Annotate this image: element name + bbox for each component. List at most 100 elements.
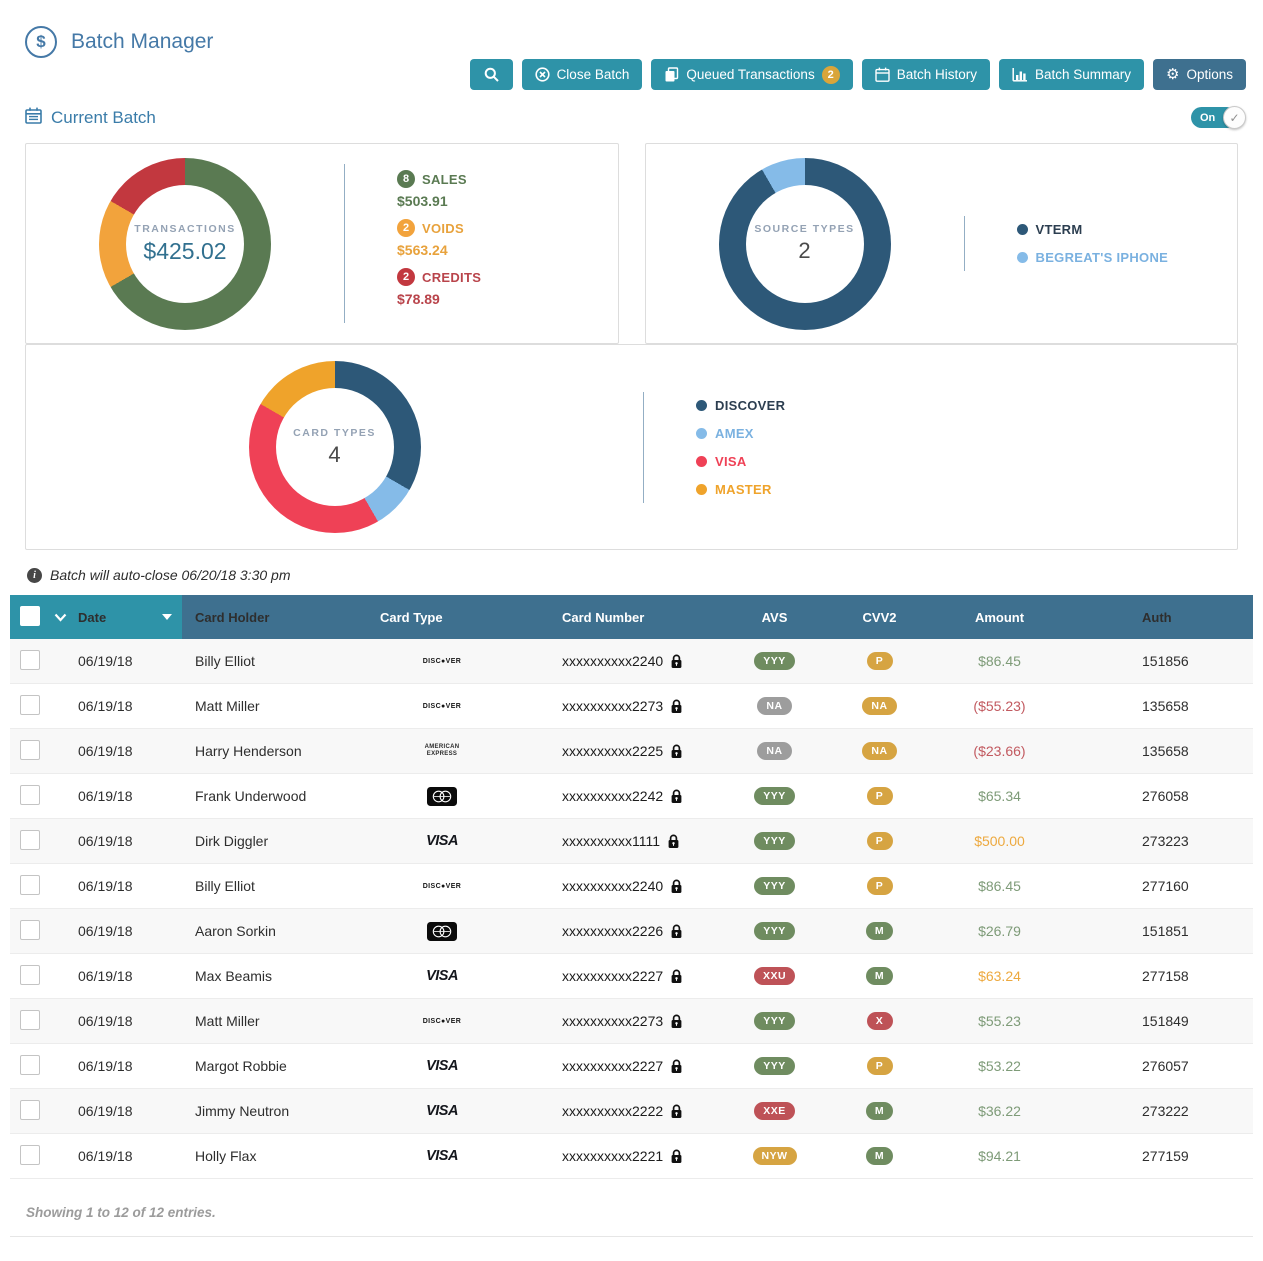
row-select-cell	[10, 964, 54, 988]
table-row: 06/19/18 Frank Underwood xxxxxxxxxx2242 YYY…	[10, 774, 1253, 819]
row-checkbox[interactable]	[20, 919, 40, 940]
row-avs-cell: NYW	[722, 1147, 827, 1165]
legend-item: VTERM	[1016, 222, 1169, 237]
cvv2-badge: NA	[862, 697, 897, 715]
legend-label: AMEX	[715, 425, 754, 441]
row-card-holder: Aaron Sorkin	[195, 923, 276, 939]
column-header-avs[interactable]: AVS	[761, 609, 788, 625]
card-types-donut-center: CARD TYPES 4	[275, 388, 394, 506]
row-checkbox[interactable]	[20, 694, 40, 715]
legend-item: BEGREAT'S IPHONE	[1016, 250, 1169, 265]
legend-label: CREDITS	[422, 269, 482, 285]
row-card-number: xxxxxxxxxx2240	[562, 653, 664, 669]
column-header-cvv2[interactable]: CVV2	[862, 609, 897, 625]
search-button[interactable]	[469, 59, 513, 90]
table-body: 06/19/18 Billy Elliot DISC●VER xxxxxxxxxx22…	[10, 639, 1253, 1179]
lock-icon	[671, 969, 682, 983]
row-select-cell	[10, 829, 54, 853]
row-checkbox[interactable]	[20, 1144, 40, 1165]
table-row: 06/19/18 Billy Elliot DISC●VER xxxxxxxxxx22…	[10, 864, 1253, 909]
row-date: 06/19/18	[78, 1148, 133, 1164]
options-button[interactable]: ⚙ Options	[1153, 59, 1246, 90]
legend-label: SALES	[422, 171, 467, 187]
legend-count-badge: 8	[397, 170, 415, 188]
source-types-center-value: 2	[798, 238, 811, 263]
lock-icon	[671, 924, 682, 938]
row-cvv2-cell: M	[827, 1147, 932, 1165]
row-amount: $36.22	[978, 1103, 1021, 1119]
batch-toggle[interactable]: On ✓	[1191, 106, 1246, 129]
batch-summary-button[interactable]: Batch Summary	[998, 59, 1145, 90]
column-header-card-number[interactable]: Card Number	[562, 609, 645, 625]
queued-transactions-label: Queued Transactions	[686, 67, 815, 82]
row-card-number-cell: xxxxxxxxxx2273	[517, 1013, 722, 1029]
row-auth: 277160	[1142, 878, 1189, 894]
row-amount: $94.21	[978, 1148, 1021, 1164]
row-checkbox[interactable]	[20, 964, 40, 985]
row-checkbox[interactable]	[20, 1054, 40, 1075]
row-card-type: VISA	[367, 968, 517, 984]
avs-badge: XXU	[753, 967, 796, 985]
source-types-donut-chart: SOURCE TYPES 2	[718, 157, 891, 330]
avs-badge: NA	[757, 697, 792, 715]
row-checkbox[interactable]	[20, 874, 40, 895]
row-card-number-cell: xxxxxxxxxx2273	[517, 698, 722, 714]
row-select-cell	[10, 1009, 54, 1033]
close-batch-button[interactable]: Close Batch	[521, 59, 643, 90]
batch-history-button[interactable]: Batch History	[861, 59, 990, 90]
source-types-center-label: SOURCE TYPES	[754, 223, 855, 235]
row-date: 06/19/18	[78, 923, 133, 939]
visa-logo: VISA	[426, 968, 458, 984]
entries-summary: Showing 1 to 12 of 12 entries.	[10, 1199, 1253, 1237]
lock-icon	[671, 1014, 682, 1028]
toggle-knob-check-icon: ✓	[1223, 106, 1246, 129]
row-checkbox[interactable]	[20, 784, 40, 805]
column-header-amount[interactable]: Amount	[974, 609, 1025, 625]
legend-entry: 8 SALES	[397, 170, 481, 188]
row-amount: $53.22	[978, 1058, 1021, 1074]
column-header-card-type[interactable]: Card Type	[380, 609, 443, 625]
row-card-number-cell: xxxxxxxxxx2225	[517, 743, 722, 759]
row-card-number-cell: xxxxxxxxxx2227	[517, 1058, 722, 1074]
row-date: 06/19/18	[78, 1013, 133, 1029]
row-checkbox[interactable]	[20, 739, 40, 760]
column-header-date[interactable]: Date	[78, 610, 182, 625]
visa-logo: VISA	[426, 1148, 458, 1164]
column-header-auth[interactable]: Auth	[1142, 609, 1172, 625]
legend-item: DISCOVER	[696, 398, 785, 413]
row-card-holder: Frank Underwood	[195, 788, 307, 804]
row-checkbox[interactable]	[20, 829, 40, 850]
row-avs-cell: YYY	[722, 652, 827, 670]
chevron-down-icon[interactable]	[54, 610, 78, 625]
row-card-type: DISC●VER	[367, 1018, 517, 1025]
row-checkbox[interactable]	[20, 649, 40, 670]
table-header: Date Card Holder Card Type Card Number A…	[10, 595, 1253, 639]
row-card-holder: Matt Miller	[195, 698, 260, 714]
select-all-checkbox[interactable]	[20, 605, 40, 626]
date-header-label: Date	[78, 609, 107, 625]
row-auth: 151851	[1142, 923, 1189, 939]
transactions-legend: 8 SALES $503.91 2 VOIDS $563.24 2 CREDITS $78.89	[344, 164, 481, 323]
row-select-cell	[10, 919, 54, 943]
row-checkbox[interactable]	[20, 1009, 40, 1030]
row-select-cell	[10, 694, 54, 718]
legend-item: 8 SALES $503.91	[397, 170, 481, 209]
row-card-number-cell: xxxxxxxxxx2240	[517, 878, 722, 894]
row-date: 06/19/18	[78, 833, 133, 849]
queued-transactions-button[interactable]: Queued Transactions 2	[651, 59, 853, 90]
row-cvv2-cell: M	[827, 922, 932, 940]
row-card-number-cell: xxxxxxxxxx2221	[517, 1148, 722, 1164]
avs-badge: YYY	[754, 652, 795, 670]
column-header-card-holder[interactable]: Card Holder	[195, 609, 270, 625]
row-amount-cell: $94.21	[932, 1148, 1067, 1164]
source-types-legend: VTERM BEGREAT'S IPHONE	[963, 216, 1169, 271]
legend-dot	[1016, 224, 1028, 235]
auto-close-notice: i Batch will auto-close 06/20/18 3:30 pm	[27, 567, 1263, 583]
row-card-holder: Max Beamis	[195, 968, 273, 984]
row-auth: 151856	[1142, 653, 1189, 669]
legend-dot	[696, 455, 707, 467]
table-row: 06/19/18 Aaron Sorkin xxxxxxxxxx2226 YYY M $2…	[10, 909, 1253, 954]
row-checkbox[interactable]	[20, 1099, 40, 1120]
legend-label: VISA	[715, 453, 747, 469]
row-amount-cell: $65.34	[932, 788, 1067, 804]
